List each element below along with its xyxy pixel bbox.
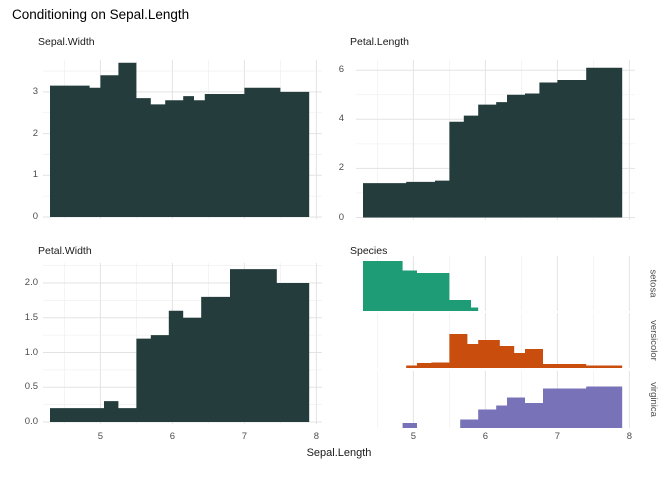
x-tick-label: 5	[410, 431, 417, 442]
strip-label-setosa-text: setosa	[647, 269, 659, 298]
x-tick-label: 5	[97, 431, 104, 442]
x-tick-label: 6	[482, 431, 489, 442]
sepal-width-step-area	[50, 62, 310, 218]
y-tick-label: 1	[32, 169, 38, 181]
y-tick-label: 1.0	[24, 346, 38, 358]
y-tick-label: 1.5	[24, 311, 38, 323]
virginica-ridge	[402, 386, 623, 428]
plot-title: Conditioning on Sepal.Length	[12, 7, 190, 22]
x-tick-label: 8	[313, 431, 320, 442]
setosa-ridge	[363, 261, 479, 311]
strip-label-virginica: virginica	[644, 371, 662, 428]
versicolor-ridge	[406, 334, 623, 368]
y-tick-label: 2	[32, 127, 38, 139]
y-tick-label: 6	[338, 64, 344, 76]
strip-label-versicolor: versicolor	[644, 313, 662, 368]
y-tick-label: 0.0	[24, 416, 38, 427]
x-tick-label: 6	[169, 431, 176, 442]
x-tick-label: 8	[626, 431, 633, 442]
y-tick-label: 4	[338, 113, 344, 125]
panel-title-petal-width: Petal.Width	[38, 245, 92, 257]
y-tick-label: 2.0	[24, 277, 38, 288]
strip-label-versicolor-text: versicolor	[647, 320, 659, 361]
x-tick-label: 7	[241, 431, 248, 442]
y-tick-label: 0	[32, 211, 38, 222]
x-tick-label: 7	[554, 431, 561, 442]
strip-label-setosa: setosa	[644, 256, 662, 311]
petal-width-step-area	[50, 269, 310, 422]
y-tick-label: 0	[338, 211, 344, 223]
y-tick-label: 2	[338, 162, 344, 174]
strip-label-virginica-text: virginica	[647, 382, 659, 417]
y-tick-label: 3	[32, 85, 38, 97]
panel-title-species: Species	[350, 245, 388, 257]
y-tick-label: 0.5	[24, 381, 38, 393]
petal-length-step-area	[363, 67, 623, 218]
x-axis-title: Sepal.Length	[306, 447, 372, 459]
panel-title-petal-length: Petal.Length	[350, 36, 409, 48]
panel-title-sepal-width: Sepal.Width	[38, 36, 95, 48]
